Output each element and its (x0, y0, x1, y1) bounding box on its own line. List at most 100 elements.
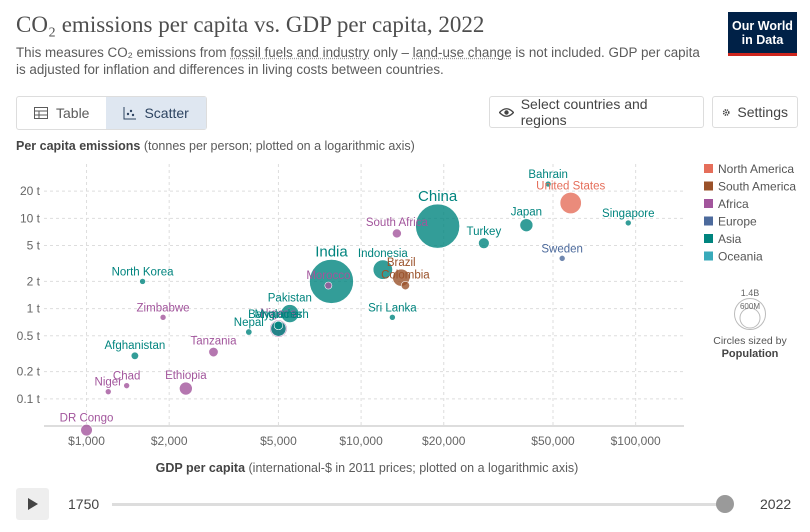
data-point[interactable] (208, 347, 219, 358)
point-label: Sri Lanka (368, 302, 417, 314)
timeline-track[interactable] (112, 503, 724, 506)
timeline-end-year: 2022 (760, 496, 792, 512)
legend-label: Europe (718, 215, 757, 229)
legend-label: South America (718, 180, 796, 194)
point-label: DR Congo (60, 412, 114, 424)
point-label: Afghanistan (105, 340, 166, 352)
data-point[interactable] (245, 328, 253, 336)
table-icon (34, 107, 48, 119)
data-point[interactable] (558, 255, 566, 262)
land-use-link[interactable]: land-use change (412, 45, 512, 60)
subtitle-text: is not included. GDP per capita is adjus… (16, 45, 700, 77)
x-tick-label: $20,000 (422, 434, 466, 448)
legend-label: Africa (718, 197, 749, 211)
data-point[interactable] (280, 304, 300, 323)
data-point[interactable] (478, 237, 490, 249)
x-tick-label: $50,000 (531, 434, 575, 448)
settings-button[interactable]: Settings (712, 96, 798, 128)
point-labels: China India United States Indonesia Pakistan… (60, 169, 655, 424)
chart-subtitle: This measures CO₂ emissions from fossil … (16, 44, 706, 78)
y-tick-label: 1 t (27, 302, 41, 316)
point-label: Bangladesh (248, 309, 309, 321)
tab-table[interactable]: Table (17, 97, 106, 129)
fossil-fuels-link[interactable]: fossil fuels and industry (230, 45, 370, 60)
logo-line: Our World (732, 19, 793, 33)
legend-swatch (704, 199, 713, 208)
data-point[interactable] (324, 281, 333, 290)
data-point[interactable] (519, 218, 534, 232)
point-label: Singapore (602, 208, 654, 220)
owid-logo[interactable]: Our World in Data (728, 12, 797, 56)
data-point[interactable] (415, 203, 460, 249)
size-legend-big-circle (734, 298, 766, 330)
point-label: Zimbabwe (137, 302, 190, 314)
legend-label: North America (718, 162, 794, 176)
x-tick-label: $100,000 (611, 434, 661, 448)
data-point[interactable] (104, 388, 112, 395)
legend-swatch (704, 164, 713, 173)
x-tick-label: $10,000 (339, 434, 383, 448)
play-button[interactable] (16, 488, 49, 520)
data-point[interactable] (392, 228, 402, 239)
point-label: Japan (511, 207, 542, 219)
x-tick-label: $2,000 (151, 434, 188, 448)
y-tick-label: 10 t (20, 211, 41, 225)
data-point[interactable] (139, 278, 146, 285)
point-label: Bahrain (528, 169, 568, 181)
size-legend-big-label: 1.4B (741, 288, 760, 298)
x-axis-title-bold: GDP per capita (156, 461, 246, 475)
legend-label: Oceania (718, 250, 763, 264)
point-label: Morocco (306, 270, 350, 282)
point-label: Nepal (234, 317, 264, 329)
point-label: Niger (95, 377, 123, 389)
size-legend: 1.4B 600M Circles sized by Population (713, 288, 787, 360)
legend-swatch (704, 181, 713, 191)
tab-scatter-label: Scatter (144, 105, 189, 121)
legend-swatch (704, 216, 713, 226)
logo-line: in Data (741, 33, 784, 47)
y-tick-label: 20 t (20, 184, 41, 198)
data-point[interactable] (624, 219, 632, 227)
data-point[interactable] (130, 351, 139, 360)
point-label: India (315, 243, 348, 260)
y-tick-label: 2 t (27, 274, 41, 288)
x-axis-title-rest: (international-$ in 2011 prices; plotted… (245, 461, 578, 475)
data-point[interactable] (372, 259, 393, 280)
tab-scatter[interactable]: Scatter (106, 97, 206, 129)
y-axis-title: Per capita emissions (tonnes per person;… (16, 139, 415, 153)
point-label: Colombia (381, 269, 430, 281)
point-label: Turkey (466, 226, 501, 238)
point-label: Brazil (387, 257, 416, 269)
point-label: Myanmar (254, 309, 302, 321)
select-countries-label: Select countries and regions (520, 96, 648, 128)
point-label: Ethiopia (165, 370, 207, 382)
data-point[interactable] (179, 381, 193, 396)
y-ticks: 0.1 t 0.2 t 0.5 t 1 t 2 t 5 t 10 t 20 t (17, 184, 41, 406)
point-label: Pakistan (268, 293, 312, 305)
gridlines (44, 164, 684, 427)
data-point[interactable] (559, 191, 582, 214)
point-label: Chad (113, 371, 141, 383)
point-label: Tanzania (190, 335, 237, 347)
data-point[interactable] (80, 424, 93, 437)
point-label: South Africa (366, 217, 429, 229)
select-countries-button[interactable]: Select countries and regions (489, 96, 704, 128)
scatter-icon (123, 106, 137, 119)
timeline-end-handle[interactable] (716, 495, 734, 513)
data-point[interactable] (123, 382, 130, 389)
data-point[interactable] (309, 259, 354, 304)
data-point[interactable] (400, 281, 410, 291)
subtitle-text: This measures CO₂ emissions from (16, 45, 231, 60)
settings-label: Settings (737, 104, 788, 120)
y-tick-label: 5 t (27, 239, 41, 253)
data-point[interactable] (273, 320, 284, 331)
x-axis-title: GDP per capita (international-$ in 2011 … (156, 461, 579, 475)
legend-swatch (704, 251, 713, 261)
data-points (80, 180, 632, 437)
data-point[interactable] (159, 314, 167, 321)
data-point[interactable] (389, 314, 396, 321)
region-legend: North America South America Africa Europe As… (704, 162, 796, 264)
data-point[interactable] (544, 180, 552, 188)
y-axis-title-bold: Per capita emissions (16, 139, 141, 153)
size-legend-variable: Population (722, 348, 779, 360)
